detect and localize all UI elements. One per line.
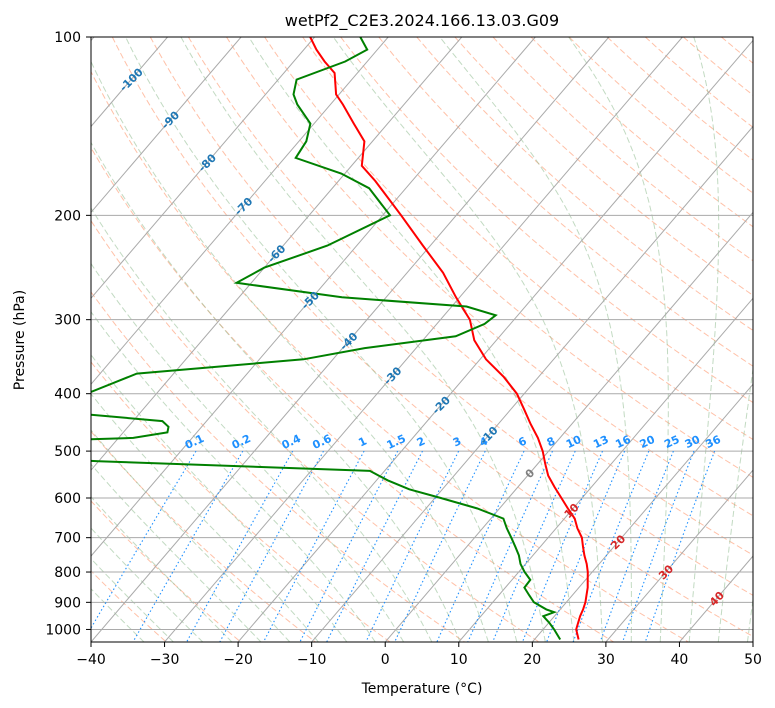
moist-adiabat bbox=[91, 496, 233, 642]
dry-adiabat bbox=[91, 291, 465, 642]
mixing-ratio-line bbox=[132, 450, 244, 642]
mixing-ratio-line bbox=[219, 450, 324, 642]
mixing-ratio-label: 30 bbox=[683, 433, 703, 451]
moist-adiabat bbox=[91, 588, 145, 642]
dewpoint-profile bbox=[91, 37, 562, 641]
mixing-ratio-line bbox=[436, 450, 525, 642]
dry-adiabat bbox=[91, 219, 540, 642]
y-tick-label: 900 bbox=[54, 595, 81, 611]
plot-frame bbox=[90, 36, 754, 643]
mixing-ratio-label: 16 bbox=[613, 433, 633, 451]
isotherm-line bbox=[605, 469, 753, 642]
dry-adiabat bbox=[340, 37, 753, 404]
dry-adiabat bbox=[264, 37, 753, 478]
x-axis-ticks: −40 −30 −20 −10 0 10 20 30 40 50 bbox=[76, 642, 762, 668]
x-tick-label: −40 bbox=[76, 652, 106, 668]
y-tick-label: 800 bbox=[54, 565, 81, 581]
y-tick-label: 1000 bbox=[45, 622, 81, 638]
dry-adiabat bbox=[91, 146, 614, 642]
dry-adiabat bbox=[302, 37, 753, 441]
moist-adiabat bbox=[91, 262, 405, 642]
moist-adiabat bbox=[248, 37, 575, 642]
y-tick-label: 200 bbox=[54, 208, 81, 224]
x-tick-label: 0 bbox=[381, 652, 390, 668]
x-tick-label: 10 bbox=[450, 652, 468, 668]
isotherm-line bbox=[531, 383, 753, 642]
isotherm-line bbox=[311, 125, 753, 642]
y-tick-label: 100 bbox=[54, 30, 81, 46]
dry-adiabat bbox=[416, 37, 753, 332]
mixing-ratio-line bbox=[263, 450, 365, 642]
dry-adiabat bbox=[606, 37, 753, 161]
profile-series bbox=[91, 37, 589, 641]
mixing-ratio-lines bbox=[91, 450, 716, 642]
y-axis-ticks: 100 200 300 400 500 600 700 800 900 1000 bbox=[45, 30, 91, 638]
moist-adiabat bbox=[688, 37, 720, 642]
isotherm-line bbox=[91, 37, 316, 300]
isotherm-line bbox=[91, 37, 610, 642]
moist-adiabat bbox=[91, 527, 204, 642]
y-axis-label: Pressure (hPa) bbox=[12, 290, 28, 390]
mixing-ratio-line bbox=[91, 450, 197, 630]
isotherms bbox=[91, 37, 753, 642]
dry-adiabat bbox=[530, 37, 753, 228]
moist-adiabat bbox=[332, 37, 603, 642]
x-tick-label: −10 bbox=[297, 652, 327, 668]
moist-adiabat bbox=[91, 557, 174, 642]
mixing-ratio-label: 13 bbox=[591, 433, 610, 451]
isotherm-line bbox=[91, 37, 242, 214]
mixing-ratio-label: 20 bbox=[638, 433, 658, 451]
moist-adiabat bbox=[717, 365, 753, 642]
chart-title: wetPf2_C2E3.2024.166.13.03.G09 bbox=[285, 11, 559, 31]
x-tick-label: 40 bbox=[670, 652, 688, 668]
moist-adiabat bbox=[91, 429, 291, 642]
mixing-ratio-label: 10 bbox=[564, 433, 584, 451]
dry-adiabat bbox=[91, 70, 689, 642]
x-axis-label: Temperature (°C) bbox=[361, 681, 483, 697]
mixing-ratio-line bbox=[365, 450, 460, 642]
y-tick-label: 600 bbox=[54, 491, 81, 507]
mixing-ratio-label: 25 bbox=[662, 433, 681, 451]
mixing-ratio-line bbox=[546, 450, 626, 642]
isotherm-line bbox=[237, 39, 753, 642]
moist-adiabat bbox=[568, 37, 669, 642]
mixing-ratio-line bbox=[521, 450, 604, 642]
isotherm-line bbox=[458, 297, 753, 642]
y-tick-label: 500 bbox=[54, 444, 81, 460]
isotherm-line bbox=[91, 37, 389, 385]
moist-adiabat bbox=[91, 60, 489, 642]
x-tick-label: −20 bbox=[223, 652, 253, 668]
moist-adiabat bbox=[91, 207, 433, 642]
dry-adiabat bbox=[91, 361, 391, 642]
mixing-ratio-line bbox=[186, 450, 294, 642]
x-tick-label: 20 bbox=[523, 652, 541, 668]
mixing-ratio-line bbox=[467, 450, 554, 642]
mixing-ratio-line bbox=[394, 450, 486, 642]
isotherm-line bbox=[91, 37, 463, 471]
dry-adiabat bbox=[91, 500, 242, 642]
y-tick-label: 400 bbox=[54, 387, 81, 403]
moist-adiabat bbox=[91, 463, 262, 642]
isotherm-line bbox=[384, 211, 753, 642]
moist-adiabat bbox=[91, 354, 348, 642]
moist-adiabat bbox=[91, 141, 461, 642]
moist-adiabat bbox=[439, 37, 632, 642]
y-tick-label: 300 bbox=[54, 313, 81, 329]
y-tick-label: 700 bbox=[54, 531, 81, 547]
x-tick-label: 50 bbox=[744, 652, 762, 668]
x-tick-label: −30 bbox=[150, 652, 180, 668]
dry-adiabat bbox=[226, 37, 753, 517]
mixing-ratio-label: 36 bbox=[703, 433, 723, 451]
dry-adiabat bbox=[149, 37, 753, 596]
moist-adiabats bbox=[91, 37, 753, 642]
mixing-ratio-line bbox=[492, 450, 576, 642]
temperature-profile bbox=[309, 37, 589, 640]
x-tick-label: 30 bbox=[597, 652, 615, 668]
moist-adiabat bbox=[91, 393, 319, 642]
isotherm-line bbox=[91, 37, 536, 557]
mixing-ratio-line bbox=[644, 450, 716, 642]
dry-adiabat bbox=[378, 37, 753, 367]
moist-adiabat bbox=[125, 37, 518, 642]
